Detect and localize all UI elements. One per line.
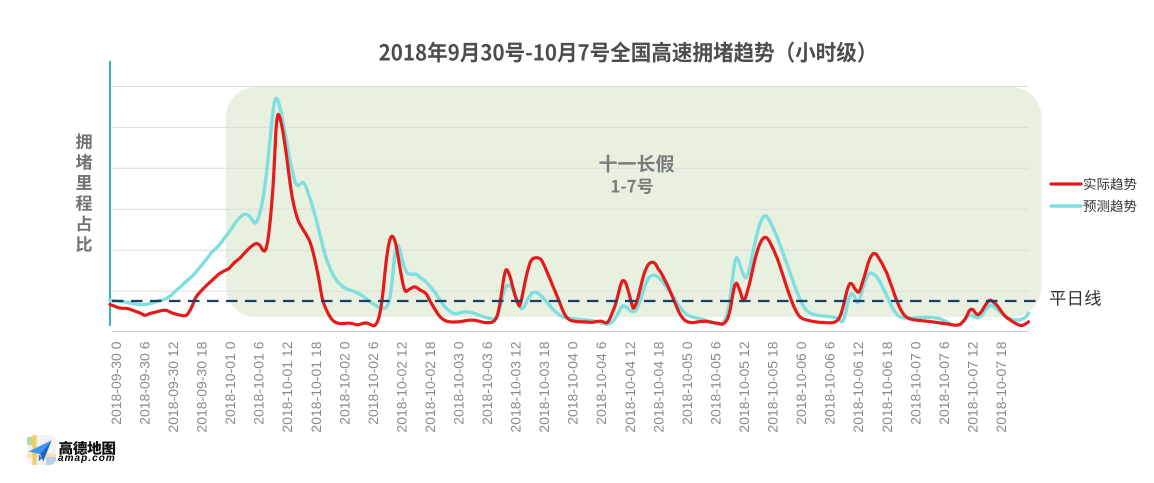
- svg-text:2018-10-04 18: 2018-10-04 18: [650, 341, 666, 432]
- svg-text:2018-10-01 0: 2018-10-01 0: [222, 341, 238, 425]
- svg-text:2018-10-03 12: 2018-10-03 12: [508, 341, 524, 432]
- svg-text:2018-10-07 6: 2018-10-07 6: [936, 341, 952, 425]
- svg-text:2018-10-05 12: 2018-10-05 12: [736, 341, 752, 432]
- svg-text:2018-10-06 18: 2018-10-06 18: [879, 341, 895, 432]
- svg-text:2018-10-02 0: 2018-10-02 0: [336, 341, 352, 425]
- svg-text:2018-09-30 18: 2018-09-30 18: [194, 341, 210, 432]
- svg-text:2018-10-04 12: 2018-10-04 12: [622, 341, 638, 432]
- svg-text:2018-10-01 6: 2018-10-01 6: [251, 341, 267, 425]
- svg-text:2018-10-04 0: 2018-10-04 0: [565, 341, 581, 425]
- svg-text:2018-09-30 12: 2018-09-30 12: [165, 341, 181, 432]
- svg-text:2018-10-07 18: 2018-10-07 18: [993, 341, 1009, 432]
- svg-text:2018-10-05 18: 2018-10-05 18: [765, 341, 781, 432]
- svg-text:2018-10-06 12: 2018-10-06 12: [850, 341, 866, 432]
- svg-text:2018-10-07 12: 2018-10-07 12: [964, 341, 980, 432]
- svg-text:2018-10-02 18: 2018-10-02 18: [422, 341, 438, 432]
- svg-text:2018-10-02 12: 2018-10-02 12: [393, 341, 409, 432]
- svg-text:2018-10-05 0: 2018-10-05 0: [679, 341, 695, 425]
- svg-text:2018-10-06 6: 2018-10-06 6: [822, 341, 838, 425]
- svg-text:2018-10-07 0: 2018-10-07 0: [907, 341, 923, 425]
- svg-text:2018-10-01 12: 2018-10-01 12: [279, 341, 295, 432]
- svg-text:2018-10-06 0: 2018-10-06 0: [793, 341, 809, 425]
- svg-text:2018-10-04 6: 2018-10-04 6: [593, 341, 609, 425]
- svg-text:2018-10-03 0: 2018-10-03 0: [451, 341, 467, 425]
- svg-text:2018-09-30 0: 2018-09-30 0: [108, 341, 124, 425]
- svg-text:2018-09-30 6: 2018-09-30 6: [137, 341, 153, 425]
- svg-text:2018-10-03 6: 2018-10-03 6: [479, 341, 495, 425]
- svg-text:2018-10-05 6: 2018-10-05 6: [708, 341, 724, 425]
- svg-text:2018-10-02 6: 2018-10-02 6: [365, 341, 381, 425]
- svg-text:2018-10-03 18: 2018-10-03 18: [536, 341, 552, 432]
- svg-text:2018-10-01 18: 2018-10-01 18: [308, 341, 324, 432]
